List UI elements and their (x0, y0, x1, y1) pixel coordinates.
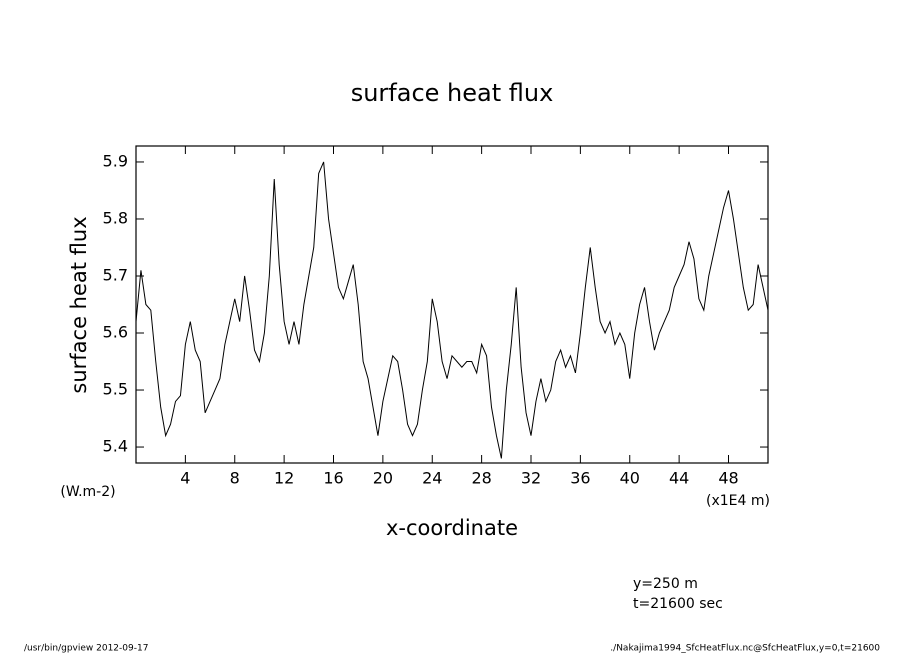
x-tick-label: 32 (521, 469, 541, 488)
y-tick-label: 5.6 (103, 323, 128, 342)
x-axis-label: x-coordinate (386, 516, 518, 540)
y-tick-label: 5.5 (103, 380, 128, 399)
x-tick-label: 4 (180, 469, 190, 488)
y-tick-label: 5.4 (103, 437, 128, 456)
x-tick-label: 40 (620, 469, 640, 488)
data-line (135, 161, 769, 459)
x-units: (x1E4 m) (706, 493, 770, 509)
x-tick-label: 8 (230, 469, 240, 488)
chart-title: surface heat flux (351, 79, 554, 107)
x-tick-label: 16 (323, 469, 343, 488)
y-tick-label: 5.8 (103, 208, 128, 227)
annotation: y=250 m (633, 576, 698, 592)
x-tick-label: 44 (669, 469, 689, 488)
x-tick-label: 12 (274, 469, 294, 488)
x-tick-label: 20 (373, 469, 393, 488)
footer-right: ./Nakajima1994_SfcHeatFlux.nc@SfcHeatFlu… (610, 644, 880, 654)
x-tick-label: 24 (422, 469, 442, 488)
y-tick-label: 5.9 (103, 151, 128, 170)
x-tick-label: 28 (471, 469, 491, 488)
y-units: (W.m-2) (60, 484, 115, 500)
y-axis-label: surface heat flux (67, 216, 91, 393)
annotation: t=21600 sec (633, 596, 723, 612)
x-tick-label: 36 (570, 469, 590, 488)
y-tick-label: 5.7 (103, 265, 128, 284)
x-tick-label: 48 (718, 469, 738, 488)
footer-left: /usr/bin/gpview 2012-09-17 (24, 644, 148, 654)
plot-frame (135, 145, 769, 464)
